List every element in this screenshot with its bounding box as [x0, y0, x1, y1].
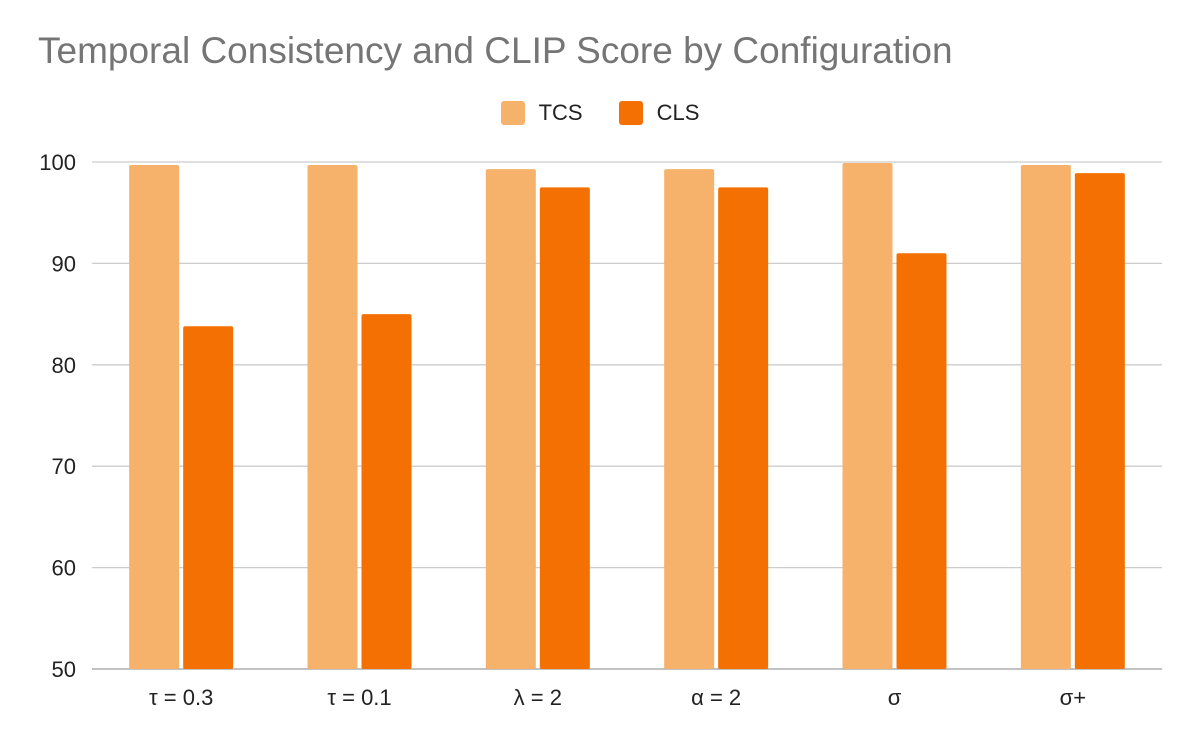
bar-tcs[interactable] [485, 169, 536, 669]
legend-swatch-cls [618, 101, 643, 125]
x-tick-label: σ+ [1060, 685, 1086, 710]
y-tick-label: 90 [52, 251, 76, 276]
bar-cls[interactable] [1074, 173, 1125, 670]
bar-cls[interactable] [718, 187, 769, 669]
chart-title: Temporal Consistency and CLIP Score by C… [38, 30, 953, 71]
x-tick-label: α = 2 [691, 685, 741, 710]
bar-tcs[interactable] [1020, 165, 1071, 670]
y-tick-label: 70 [52, 454, 76, 479]
x-tick-label: λ = 2 [514, 685, 562, 710]
x-tick-label: τ = 0.1 [327, 685, 391, 710]
legend-swatch-tcs [500, 101, 525, 125]
bar-cls[interactable] [896, 253, 947, 669]
bar-cls[interactable] [539, 187, 590, 669]
legend-label-cls: CLS [656, 100, 700, 125]
y-tick-label: 100 [39, 150, 76, 175]
bar-cls[interactable] [183, 326, 234, 669]
y-tick-label: 50 [52, 657, 76, 682]
x-tick-label: σ [888, 685, 902, 710]
y-tick-label: 80 [52, 353, 76, 378]
bar-tcs[interactable] [307, 165, 358, 670]
legend-item-cls[interactable]: CLS [618, 100, 700, 126]
x-tick-label: τ = 0.3 [149, 685, 213, 710]
bar-tcs[interactable] [842, 163, 893, 670]
legend-item-tcs[interactable]: TCS [500, 100, 583, 126]
chart-legend: TCS CLS [0, 100, 1200, 126]
legend-label-tcs: TCS [538, 100, 583, 125]
y-tick-label: 60 [52, 556, 76, 581]
bar-cls[interactable] [361, 314, 412, 669]
bar-tcs[interactable] [664, 169, 715, 669]
bar-tcs[interactable] [129, 165, 180, 670]
